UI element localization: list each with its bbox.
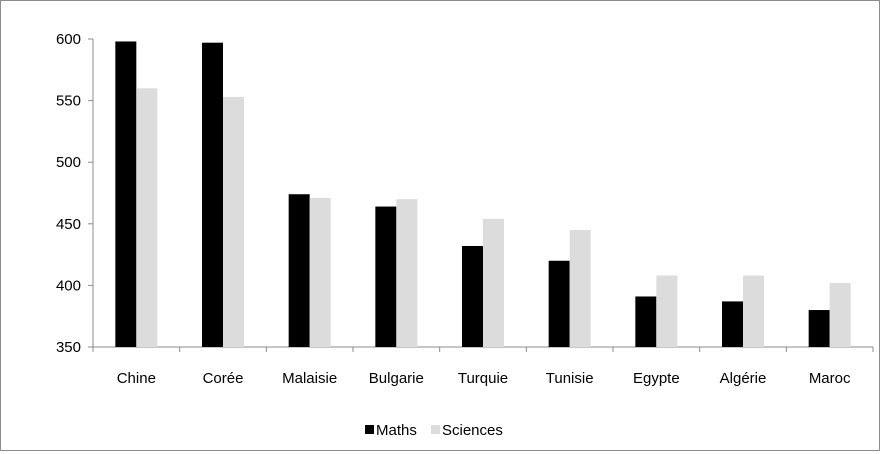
bar-sciences-algérie: [743, 275, 764, 347]
x-tick-label-4: Turquie: [458, 370, 508, 387]
y-tick-label-5: 600: [56, 31, 81, 48]
legend-label-sciences: Sciences: [442, 422, 503, 439]
x-tick-label-5: Tunisie: [546, 370, 594, 387]
bar-maths-corée: [202, 42, 223, 348]
bar-sciences-turquie: [483, 218, 504, 347]
bar-maths-tunisie: [548, 260, 570, 347]
x-tick-label-6: Egypte: [633, 370, 680, 387]
bar-sciences-egypte: [656, 275, 678, 347]
bar-sciences-tunisie: [569, 229, 591, 347]
bar-sciences-maroc: [829, 282, 851, 347]
chart-legend: Maths Sciences: [365, 422, 503, 439]
bar-maths-maroc: [808, 310, 830, 347]
legend-swatch-maths: [365, 425, 374, 434]
y-axis-labels: 350 400 450 500 550 600: [56, 31, 81, 356]
bar-maths-egypte: [635, 296, 657, 347]
x-tick-label-2: Malaisie: [282, 370, 337, 387]
y-tick-label-1: 400: [56, 277, 81, 294]
x-tick-label-8: Maroc: [809, 370, 851, 387]
bar-maths-algérie: [722, 301, 743, 347]
y-tick-label-0: 350: [56, 339, 81, 356]
x-tick-label-3: Bulgarie: [369, 370, 424, 387]
x-axis-labels: Chine Corée Malaisie Bulgarie Turquie Tunisie…: [117, 370, 851, 387]
x-tick-label-7: Algérie: [720, 370, 767, 387]
bar-sciences-chine: [136, 88, 158, 347]
x-tick-label-1: Corée: [203, 370, 244, 387]
bar-maths-malaisie: [288, 194, 310, 347]
legend-swatch-sciences: [431, 425, 440, 434]
chart-bars: [115, 41, 851, 348]
y-tick-label-3: 500: [56, 154, 81, 171]
x-tick-label-0: Chine: [117, 370, 156, 387]
legend-label-maths: Maths: [376, 422, 417, 439]
bar-maths-bulgarie: [375, 206, 397, 347]
bar-maths-turquie: [462, 245, 483, 347]
bar-sciences-corée: [223, 96, 244, 348]
bar-maths-chine: [115, 41, 137, 348]
y-tick-label-4: 550: [56, 93, 81, 110]
bar-sciences-bulgarie: [396, 199, 418, 347]
y-tick-label-2: 450: [56, 216, 81, 233]
bar-sciences-malaisie: [309, 197, 331, 347]
